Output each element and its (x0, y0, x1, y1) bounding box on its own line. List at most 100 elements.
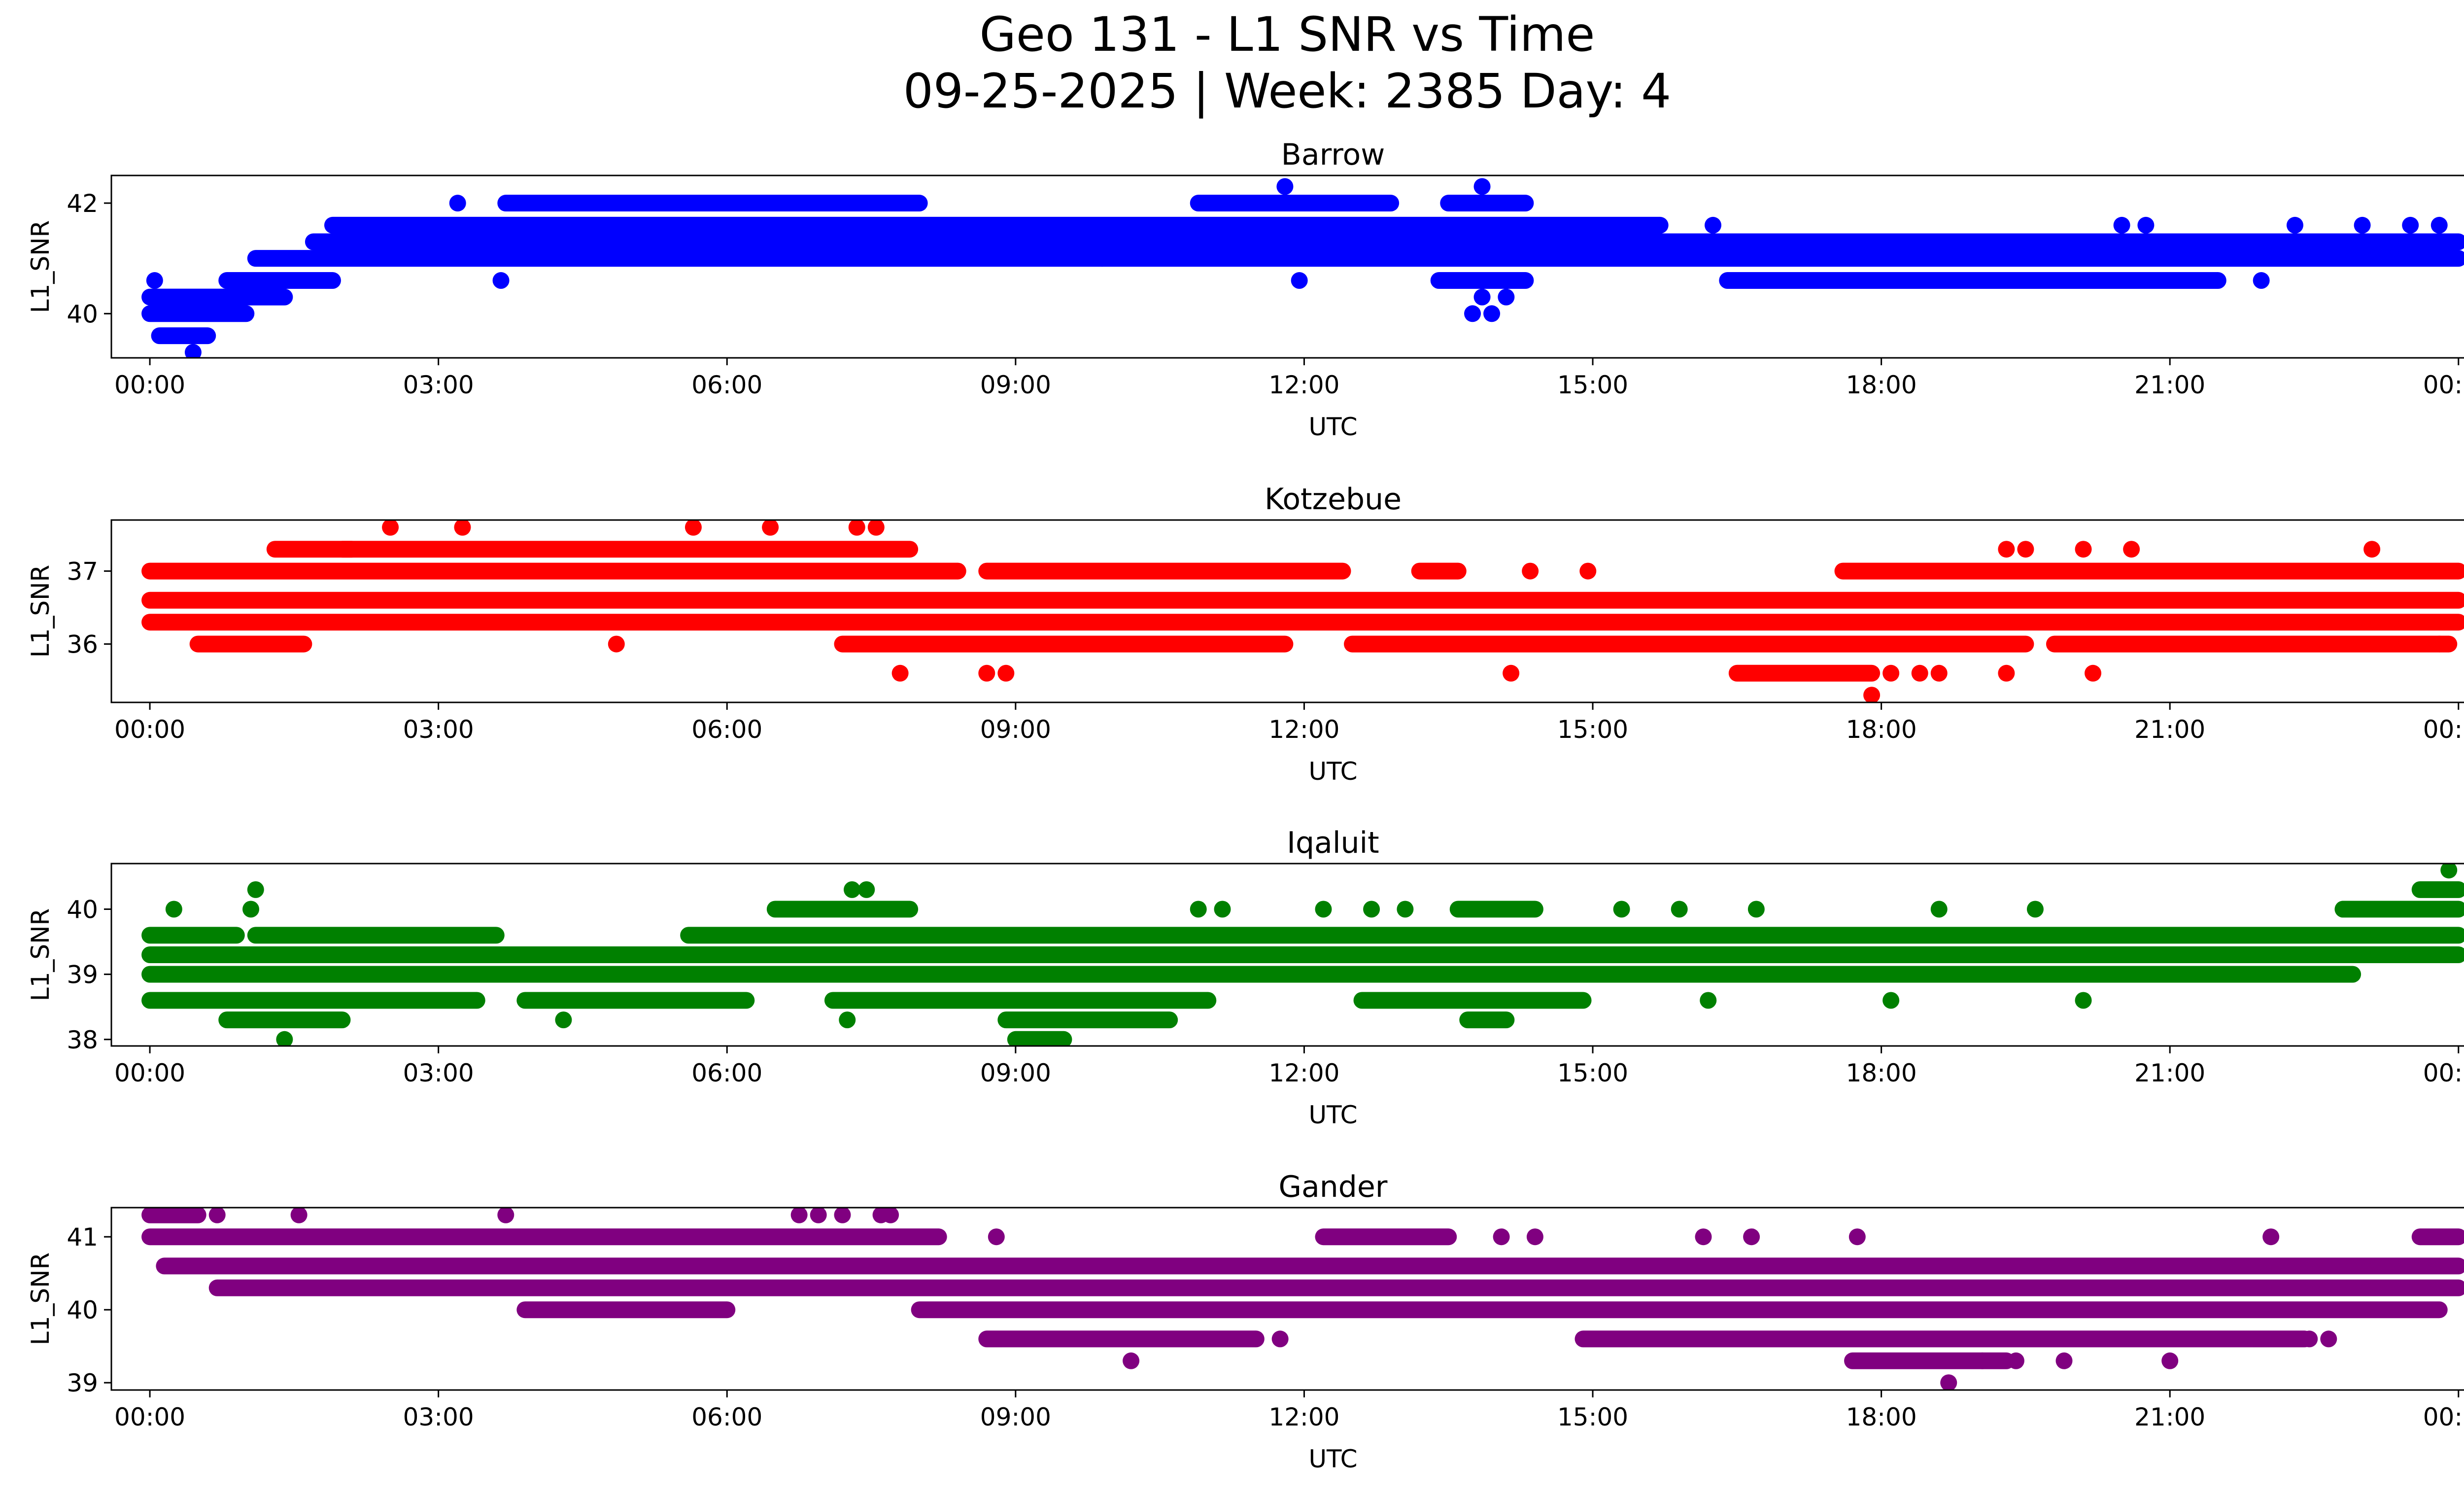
xlabel-iqaluit: UTC (1308, 1101, 1357, 1129)
x-tick-label-kotzebue-7: 21:00 (2134, 715, 2205, 744)
x-tick-label-iqaluit-8: 00:00 (2423, 1059, 2464, 1087)
plot-area-iqaluit: 00:00 03:00 06:00 09:00 12:00 15:00 18:00 21:00… (67, 863, 2464, 1087)
data-point-kotzebue-4 (848, 520, 865, 536)
marker-run-gander-6-0 (1844, 1352, 2015, 1369)
data-point-iqaluit-19 (2026, 901, 2044, 918)
x-tick-label-barrow-6: 18:00 (1846, 371, 1917, 399)
data-point-iqaluit-24 (2387, 946, 2404, 963)
data-point-kotzebue-17 (1998, 664, 2015, 682)
marker-run-gander-0-0 (156, 1257, 2464, 1275)
data-point-kotzebue-11 (1522, 562, 1539, 580)
data-point-iqaluit-22 (2440, 864, 2458, 879)
marker-run-iqaluit-7-0 (1007, 1031, 1072, 1046)
xlabel-barrow: UTC (1308, 413, 1357, 441)
panel-iqaluit: Iqaluit L1_SNR UTC 00:00 03:00 06:00 09:00 1… (26, 826, 2464, 1129)
axes-frame-iqaluit (110, 863, 2464, 1047)
marker-run-kotzebue-4-0 (189, 635, 312, 653)
figure-title-line2: 09-25-2025 | Week: 2385 Day: 4 (903, 64, 1672, 119)
y-tick-label-kotzebue-0: 36 (67, 630, 98, 659)
data-point-gander-21 (2262, 1228, 2280, 1246)
data-point-iqaluit-4 (555, 1011, 572, 1029)
data-point-gander-4 (810, 1208, 827, 1223)
marker-run-kotzebue-2-3 (1834, 562, 2464, 580)
panel-barrow: Barrow L1_SNR UTC 00:00 03:00 06:00 09:00 12… (26, 138, 2464, 441)
marker-run-gander-1-2 (2411, 1228, 2464, 1246)
data-point-kotzebue-3 (762, 520, 779, 536)
data-point-iqaluit-11 (1363, 901, 1380, 918)
marker-run-iqaluit-1-0 (141, 966, 2361, 983)
plot-area-gander: 00:00 03:00 06:00 09:00 12:00 15:00 18:00 21:00… (67, 1207, 2464, 1431)
x-tick-label-gander-5: 15:00 (1557, 1403, 1628, 1431)
data-point-kotzebue-20 (2017, 541, 2034, 558)
data-point-kotzebue-18 (2085, 664, 2102, 682)
marker-run-gander-4-1 (1574, 1330, 2313, 1348)
marker-run-kotzebue-4-2 (1344, 635, 2034, 653)
data-point-kotzebue-6 (891, 664, 909, 682)
data-point-kotzebue-22 (2123, 541, 2140, 558)
marker-run-iqaluit-5-1 (1449, 901, 1543, 918)
marker-run-barrow-3-2 (1719, 272, 2226, 289)
marker-run-iqaluit-2-1 (247, 927, 505, 944)
data-point-gander-23 (2320, 1330, 2337, 1348)
data-point-iqaluit-10 (1315, 901, 1332, 918)
data-point-gander-17 (1974, 1352, 1991, 1369)
data-point-barrow-4 (449, 195, 466, 212)
marker-run-gander-3-1 (911, 1301, 2448, 1319)
data-point-kotzebue-10 (1503, 664, 1520, 682)
x-tick-label-barrow-1: 03:00 (403, 371, 474, 399)
x-tick-label-barrow-4: 12:00 (1268, 371, 1339, 399)
x-tick-label-kotzebue-6: 18:00 (1846, 715, 1917, 744)
data-point-iqaluit-23 (2344, 946, 2361, 963)
marker-run-iqaluit-0-0 (141, 946, 2464, 963)
plot-area-barrow: 00:00 03:00 06:00 09:00 12:00 15:00 18:00 21:00… (67, 174, 2464, 399)
data-point-iqaluit-1 (247, 881, 264, 898)
panel-title-iqaluit: Iqaluit (1287, 826, 1379, 860)
data-point-barrow-1 (184, 344, 202, 358)
data-point-kotzebue-24 (2430, 635, 2448, 653)
plot-area-kotzebue: 00:00 03:00 06:00 09:00 12:00 15:00 18:00 21:00… (67, 519, 2464, 744)
data-point-barrow-18 (2402, 216, 2419, 234)
x-tick-label-gander-7: 21:00 (2134, 1403, 2205, 1431)
x-tick-label-barrow-2: 06:00 (691, 371, 762, 399)
data-point-kotzebue-23 (2363, 541, 2381, 558)
xlabel-gander: UTC (1308, 1445, 1357, 1473)
x-tick-label-gander-3: 09:00 (980, 1403, 1051, 1431)
data-point-iqaluit-9 (1214, 901, 1231, 918)
data-point-gander-7 (872, 1208, 890, 1223)
panel-title-barrow: Barrow (1281, 138, 1385, 172)
y-tick-label-barrow-1: 42 (67, 189, 98, 218)
x-tick-label-barrow-8: 00:00 (2423, 371, 2464, 399)
data-point-gander-12 (1526, 1228, 1543, 1246)
marker-run-kotzebue-5-0 (1728, 664, 1881, 682)
data-point-barrow-7 (1464, 305, 1481, 322)
data-point-gander-10 (1271, 1330, 1289, 1348)
markers-barrow (141, 178, 2464, 358)
data-point-kotzebue-13 (1863, 687, 1881, 702)
y-tick-label-iqaluit-2: 40 (67, 896, 98, 924)
data-point-iqaluit-18 (1930, 901, 1948, 918)
data-point-barrow-0 (146, 272, 163, 289)
data-point-gander-0 (208, 1208, 226, 1223)
data-point-barrow-17 (2354, 216, 2371, 234)
data-point-kotzebue-2 (684, 520, 702, 536)
markers-gander (141, 1208, 2464, 1390)
y-tick-label-gander-0: 39 (67, 1369, 98, 1397)
marker-run-barrow-4-0 (141, 288, 293, 306)
marker-run-gander-1-1 (1315, 1228, 1457, 1246)
panel-title-gander: Gander (1279, 1170, 1388, 1204)
data-point-iqaluit-14 (1671, 901, 1688, 918)
data-point-iqaluit-21 (2334, 901, 2352, 918)
x-tick-label-iqaluit-2: 06:00 (691, 1059, 762, 1087)
y-tick-label-iqaluit-0: 38 (67, 1026, 98, 1054)
data-point-iqaluit-8 (1190, 901, 1207, 918)
x-tick-label-kotzebue-8: 00:00 (2423, 715, 2464, 744)
data-point-iqaluit-0 (165, 901, 182, 918)
marker-run-barrow-3-1 (1430, 272, 1534, 289)
x-tick-label-kotzebue-5: 15:00 (1557, 715, 1628, 744)
x-tick-label-barrow-5: 15:00 (1557, 371, 1628, 399)
y-tick-label-barrow-0: 40 (67, 300, 98, 328)
data-point-gander-8 (988, 1228, 1005, 1246)
marker-run-gander-1-0 (141, 1228, 947, 1246)
data-point-kotzebue-19 (1998, 541, 2015, 558)
data-point-barrow-6 (1291, 272, 1308, 289)
